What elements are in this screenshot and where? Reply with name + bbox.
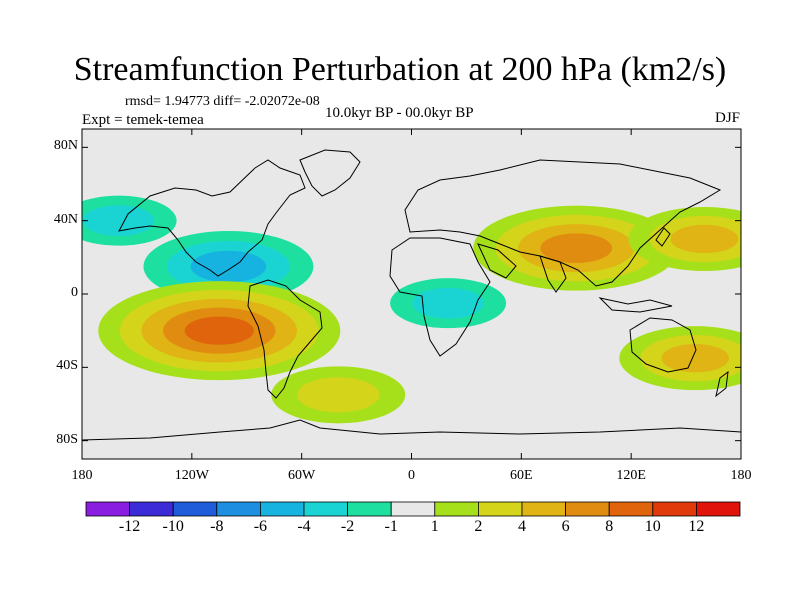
experiment-label: Expt = temek-temea xyxy=(82,112,204,128)
colorbar-label: -8 xyxy=(210,518,224,535)
coast-new-zealand xyxy=(715,370,729,398)
lat-label: 80N xyxy=(53,138,78,154)
lat-label: 40N xyxy=(53,211,78,227)
colorbar-swatch xyxy=(477,501,523,517)
colorbar-label: 8 xyxy=(605,518,614,535)
anomaly-contour xyxy=(670,224,739,254)
coast-indonesia xyxy=(598,297,673,313)
colorbar xyxy=(85,501,741,517)
anomaly-contour xyxy=(82,205,155,237)
anomaly-contour xyxy=(661,343,730,373)
colorbar-label: -10 xyxy=(162,518,184,535)
coastlines xyxy=(82,149,741,441)
coast-greenland xyxy=(299,149,361,197)
coast-antarctica xyxy=(82,419,741,441)
lon-label: 60W xyxy=(288,468,316,483)
colorbar-swatch xyxy=(129,501,174,517)
colorbar-swatch xyxy=(347,501,392,517)
colorbar-label: 12 xyxy=(688,518,705,535)
colorbar-label: -12 xyxy=(118,518,141,535)
colorbar-swatch xyxy=(85,501,130,517)
coast-japan xyxy=(655,227,671,247)
map-title: Streamfunction Perturbation at 200 hPa (… xyxy=(73,51,727,88)
lat-label: 0 xyxy=(71,285,78,300)
colorbar-swatch xyxy=(172,501,218,517)
colorbar-swatch xyxy=(390,501,436,517)
lon-label: 120E xyxy=(616,468,646,483)
colorbar-label: -1 xyxy=(384,518,398,535)
colorbar-label: 1 xyxy=(430,518,439,535)
coast-south-america xyxy=(247,279,323,399)
coast-india xyxy=(539,255,567,293)
coast-north-america xyxy=(118,159,306,277)
coast-australia xyxy=(629,317,697,373)
anomaly-contour xyxy=(297,377,380,413)
stats-text: rmsd= 1.94773 diff= -2.02072e-08 xyxy=(125,94,320,109)
colorbar-label: 10 xyxy=(644,518,661,535)
colorbar-label: 4 xyxy=(518,518,526,535)
coast-arabia xyxy=(477,243,517,279)
anomaly-contour xyxy=(412,287,484,319)
colorbar-label: 6 xyxy=(561,518,570,535)
map-ticks xyxy=(81,129,742,459)
colorbar-label: 2 xyxy=(474,518,483,535)
colorbar-swatch xyxy=(521,501,566,517)
period-label: 10.0kyr BP - 00.0kyr BP xyxy=(325,105,474,121)
lon-label: 120W xyxy=(174,468,209,483)
colorbar-label: -6 xyxy=(253,518,268,535)
coast-africa xyxy=(389,237,491,357)
lat-label: 80S xyxy=(56,431,78,447)
anomaly-contour xyxy=(190,250,267,283)
season-label: DJF xyxy=(714,110,740,126)
colorbar-swatch xyxy=(303,501,348,517)
colorbar-swatch xyxy=(608,501,654,517)
lon-label: 180 xyxy=(71,468,93,483)
colorbar-swatch xyxy=(216,501,261,517)
colorbar-swatch xyxy=(652,501,697,517)
lat-label: 40S xyxy=(56,358,78,374)
anomaly-field xyxy=(82,195,741,424)
lon-label: 0 xyxy=(408,468,415,483)
colorbar-swatch xyxy=(565,501,610,517)
colorbar-swatch xyxy=(434,501,479,517)
coast-eurasia xyxy=(404,159,722,287)
anomaly-contour xyxy=(184,316,254,345)
colorbar-swatch xyxy=(259,501,305,517)
anomaly-contour xyxy=(540,233,613,263)
colorbar-label: -2 xyxy=(340,518,355,535)
colorbar-swatch xyxy=(696,501,741,517)
lon-label: 180 xyxy=(730,468,752,483)
lon-label: 60E xyxy=(510,468,533,483)
colorbar-label: -4 xyxy=(297,518,311,535)
